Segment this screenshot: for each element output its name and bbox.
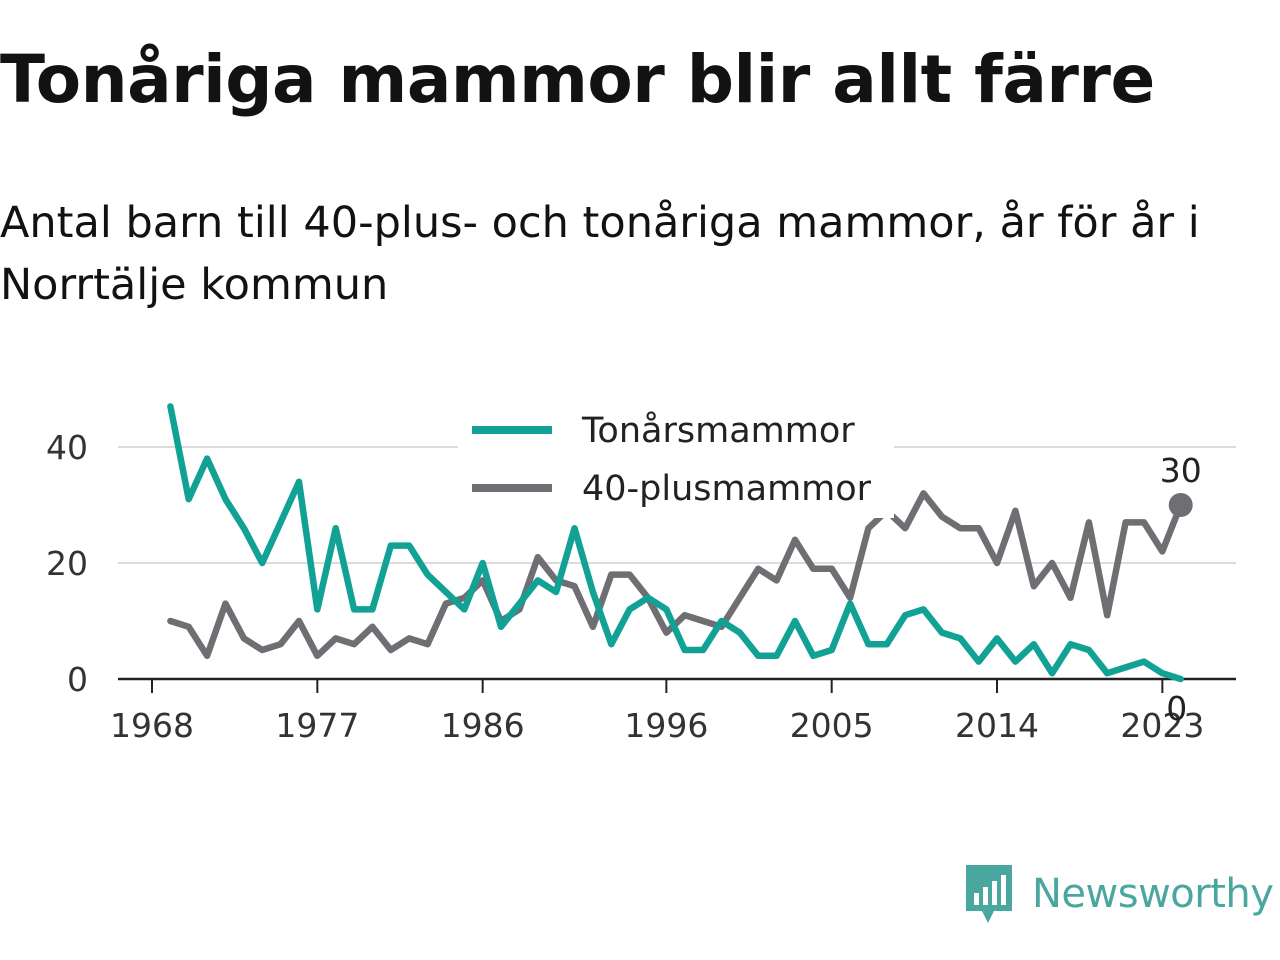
legend-label: Tonårsmammor	[581, 410, 855, 451]
y-tick-label: 40	[46, 428, 88, 467]
chart-subtitle: Antal barn till 40-plus- och tonåriga ma…	[0, 198, 1200, 310]
legend-label: 40-plusmammor	[582, 469, 872, 509]
y-tick-label: 0	[67, 660, 88, 699]
x-tick-label: 2005	[790, 706, 874, 745]
brand-name: Newsworthy	[1032, 871, 1274, 917]
x-tick-label: 2023	[1120, 706, 1204, 745]
y-tick-label: 20	[46, 544, 88, 583]
end-label-40-plusmammor: 30	[1160, 451, 1202, 490]
series-line-tonarsmammor	[167, 403, 1184, 683]
end-label-tonarsmammor: 0	[1166, 689, 1187, 728]
newsworthy-brand: Newsworthy	[964, 862, 1274, 926]
end-point-marker	[1168, 493, 1193, 517]
x-tick-label: 2014	[955, 706, 1039, 745]
x-tick-label: 1986	[441, 706, 525, 745]
x-tick-label: 1968	[110, 706, 194, 745]
x-tick-label: 1996	[624, 706, 708, 745]
x-tick-label: 1977	[275, 706, 359, 745]
bar-chart-speech-bubble-icon	[966, 865, 1012, 923]
chart-title: Tonåriga mammor blir allt färre	[0, 41, 1155, 118]
